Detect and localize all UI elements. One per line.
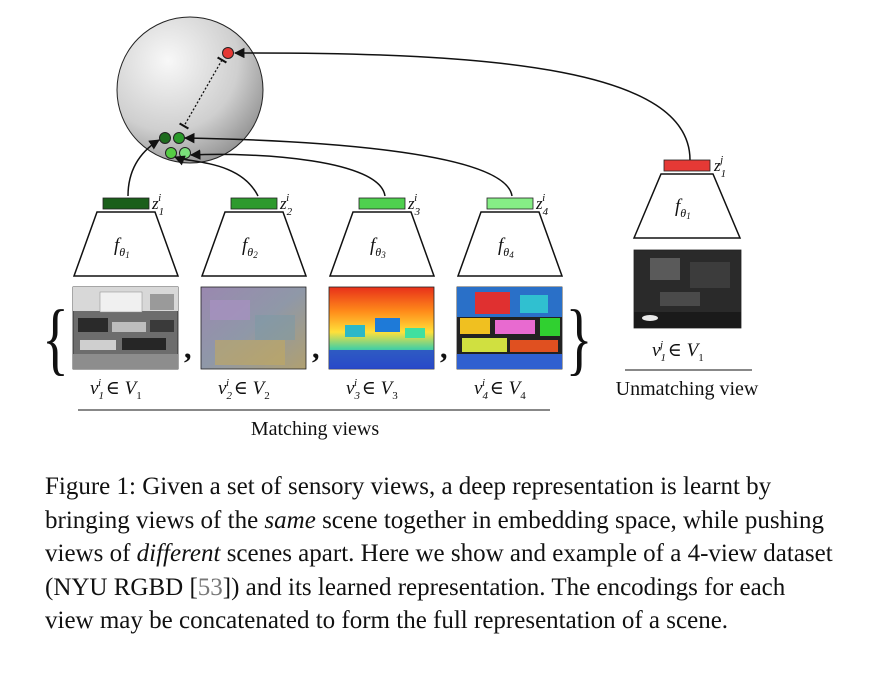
arrow-view-3	[189, 149, 386, 197]
caption-part2: scene together in embedding space, while…	[45, 506, 825, 568]
caption-different: different	[136, 540, 221, 567]
embedding-dot-2	[173, 132, 185, 144]
right-brace: }	[566, 293, 593, 382]
view-image-2	[200, 286, 307, 370]
citation-link[interactable]: 53	[197, 573, 223, 601]
view-label-3: v3i ∈ V3	[346, 377, 398, 402]
figure-caption: Figure 1: Given a set of sensory views, …	[45, 470, 835, 638]
left-brace: {	[42, 293, 69, 382]
embedding-sphere	[116, 16, 264, 164]
arrow-view-1	[127, 139, 160, 197]
view-label-4: v4i ∈ V4	[474, 377, 526, 402]
view-image-unmatching	[633, 249, 742, 329]
embedding-dot-4	[179, 147, 191, 159]
encoder-1	[72, 211, 180, 277]
view-label-1: v1i ∈ V1	[90, 377, 142, 402]
figure-diagram: z1i z2i z3i z4i z1j fθ1 fθ2 fθ3 fθ4 fθ1 …	[42, 16, 759, 440]
view-label-unmatching: v1j ∈ V1	[652, 339, 704, 364]
caption-part3: scenes apart. Here we show and example o…	[45, 540, 833, 601]
caption-prefix: Figure 1:	[45, 473, 143, 500]
embedding-bar-2	[230, 197, 278, 210]
repulsion-line	[178, 56, 228, 130]
embedding-bar-4	[486, 197, 534, 210]
view-image-3	[328, 286, 435, 370]
arrow-view-4	[183, 132, 513, 197]
encoder-4	[456, 211, 564, 277]
comma-3: ,	[440, 332, 448, 365]
caption-part1: Given a set of sensory views, a deep rep…	[45, 473, 772, 534]
view-image-1	[72, 286, 179, 370]
embedding-bar-3	[358, 197, 406, 210]
encoder-2	[200, 211, 308, 277]
comma-2: ,	[312, 332, 320, 365]
embedding-dot-3	[165, 147, 177, 159]
unmatching-view-label: Unmatching view	[616, 378, 759, 400]
comma-1: ,	[184, 332, 192, 365]
caption-part4: ]) and its learned representation. The e…	[45, 573, 786, 635]
arrow-view-2	[174, 155, 259, 197]
matching-views-label: Matching views	[251, 418, 380, 440]
view-label-2: v2i ∈ V2	[218, 377, 270, 402]
embedding-bar-unmatching	[663, 159, 711, 172]
embedding-bar-1	[102, 197, 150, 210]
encoder-unmatching	[632, 173, 742, 239]
embedding-label-unmatching: z1j	[713, 154, 726, 180]
encoder-3	[328, 211, 436, 277]
embedding-dot-unmatching	[222, 47, 234, 59]
caption-same: same	[264, 506, 316, 534]
view-image-4	[456, 286, 563, 370]
embedding-dot-1	[159, 132, 171, 144]
arrow-unmatching	[233, 47, 691, 161]
